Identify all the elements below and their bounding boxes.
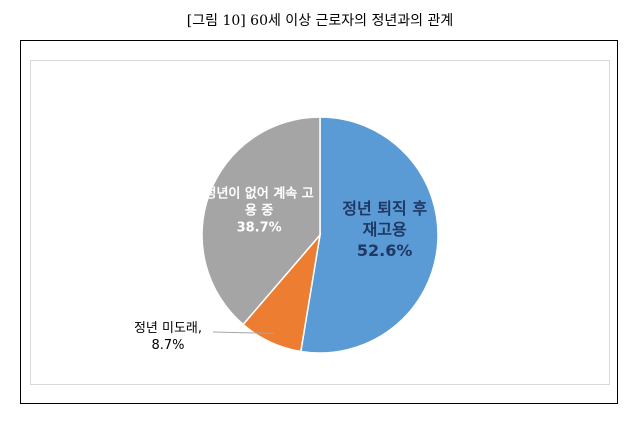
category-label: 정년 미도래, (133, 321, 203, 337)
value-label: 8.7% (151, 338, 185, 353)
value-label: 38.7% (236, 220, 282, 236)
value-label: 52.6% (356, 240, 413, 260)
chart-title: [그림 10] 60세 이상 근로자의 정년과의 관계 (186, 13, 454, 29)
leader-line (212, 331, 275, 334)
slice-label: 정년 퇴직 후 재고용 52.6% (333, 199, 437, 261)
figure-frame (20, 40, 618, 404)
category-label: 정년 퇴직 후 재고용 (342, 199, 428, 239)
pie-slice (299, 116, 439, 354)
pie-slice (201, 116, 321, 326)
category-label: 정년이 없어 계속 고용 중 (204, 187, 314, 219)
slice-label: 정년 미도래, 8.7% (118, 321, 218, 355)
slice-label: 정년이 없어 계속 고용 중 38.7% (199, 187, 319, 238)
plot-area (30, 60, 610, 385)
